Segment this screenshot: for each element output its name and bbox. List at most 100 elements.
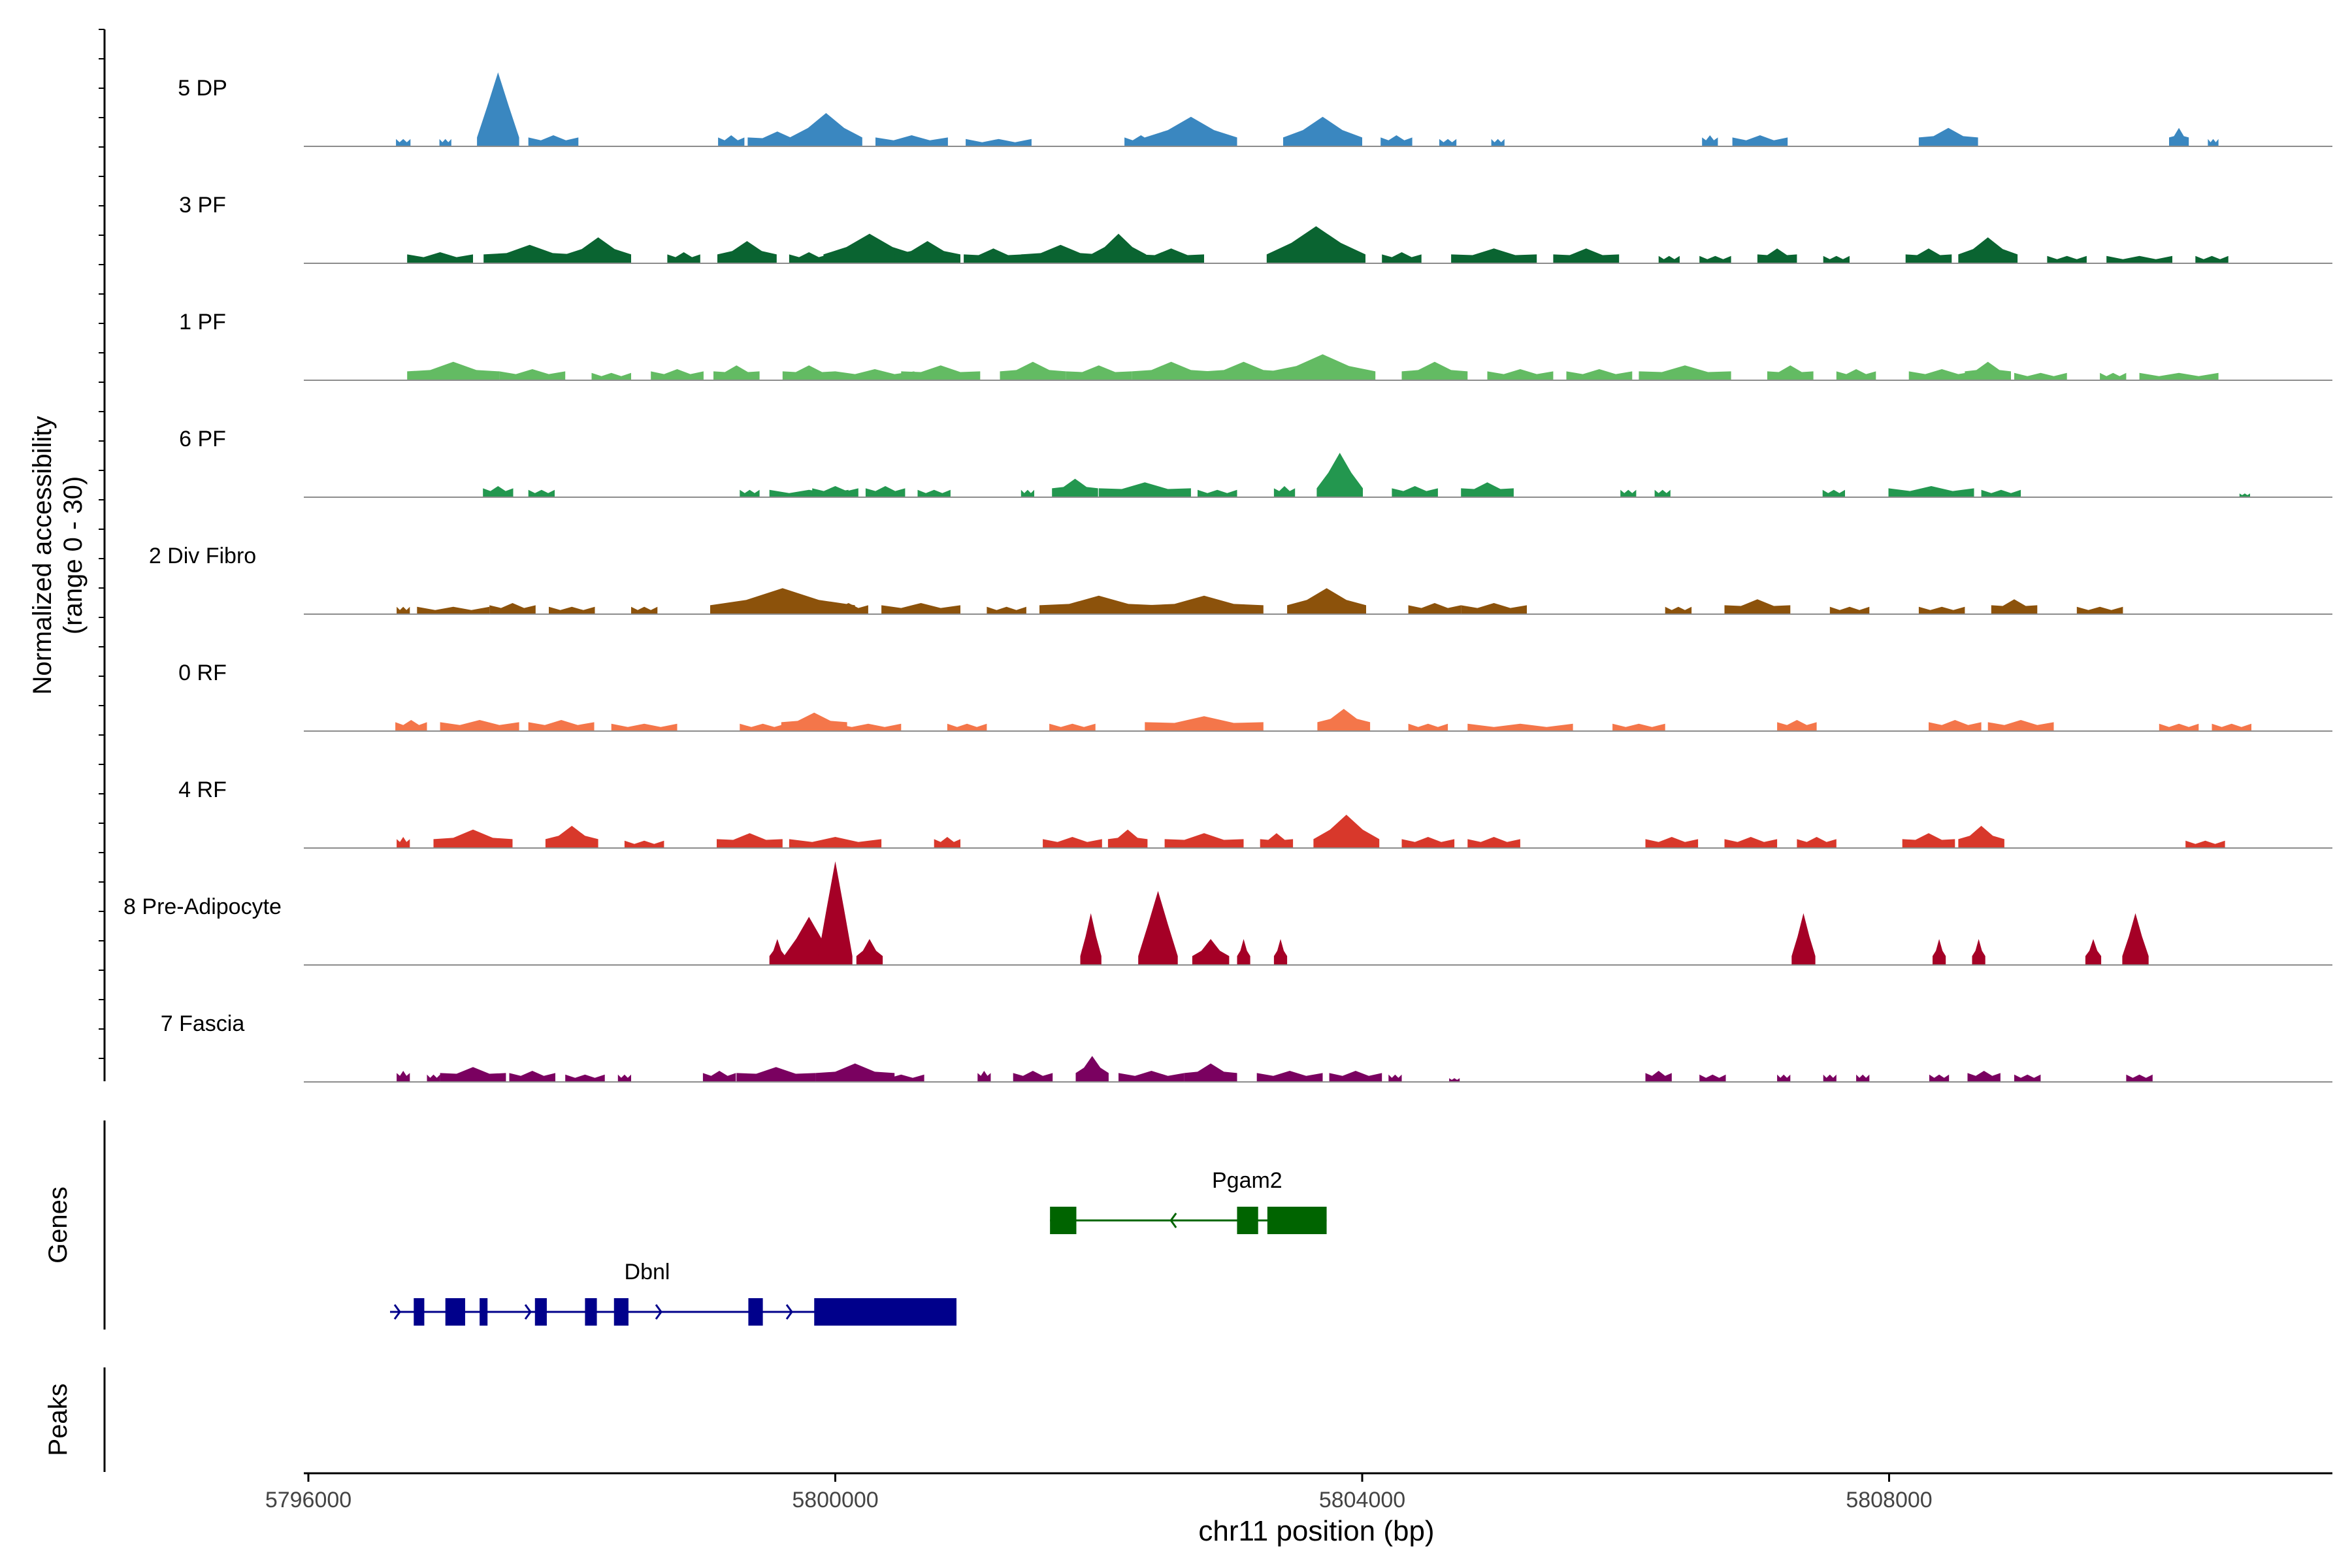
track-1-pf: 1 PF [179,310,2332,381]
coverage-peak [1145,716,1264,731]
coverage-peak [631,606,658,614]
peaks-panel: Peaks [44,1367,106,1472]
coverage-peak [2047,255,2087,263]
track-label: 5 DP [178,76,227,101]
coverage-peak [1145,116,1237,146]
genes-panel-label: Genes [44,1186,73,1264]
coverage-peak [1138,248,1204,263]
coverage-tracks: 5 DP 3 PF 1 PF 6 PF 2 Div Fibro 0 RF 4 RF 8 Pre… [123,72,2332,1083]
coverage-peak [740,723,786,731]
coverage-peak [483,486,514,497]
coverage-peak [878,1074,924,1082]
coverage-peak [818,861,853,965]
coverage-peak [718,135,745,146]
coverage-peak [1777,720,1817,731]
coverage-peak [1287,588,1366,614]
coverage-peak [2100,372,2127,380]
coverage-peak [1929,720,1982,731]
track-3-pf: 3 PF [179,193,2332,264]
coverage-peak [417,606,490,614]
x-tick-label: 5800000 [792,1488,878,1512]
coverage-peak [509,1071,555,1082]
coverage-peak [1836,369,1876,380]
coverage-peak [1075,1056,1109,1082]
coverage-peak [1256,1071,1323,1082]
coverage-peak [2076,606,2123,614]
coverage-peak [528,720,595,731]
strand-chevron [524,1304,532,1320]
coverage-peak [2126,1074,2153,1082]
x-tick-label: 5808000 [1846,1488,1932,1512]
track-label: 0 RF [178,661,227,685]
coverage-peak [1856,1074,1870,1082]
track-0-rf: 0 RF [178,661,2332,732]
coverage-peak [702,1071,736,1082]
coverage-peak [440,720,519,731]
gene-models: Pgam2 Dbnl [390,1168,1327,1326]
gene-label: Dbnl [625,1260,670,1284]
coverage-peak [2239,493,2250,497]
coverage-peak [1958,237,2018,263]
coverage-y-ticks [99,29,105,1059]
coverage-peak [1392,486,1438,497]
coverage-peak [1823,1074,1837,1082]
coverage-peak [1981,489,2021,497]
coverage-peak [828,603,868,614]
track-label: 7 Fascia [161,1011,245,1036]
coverage-peak [717,833,783,848]
gene-exon [814,1298,956,1326]
coverage-peak [1273,939,1288,965]
coverage-peak [1052,478,1098,497]
coverage-peak [427,1074,440,1082]
coverage-peak [1317,709,1371,731]
coverage-peak [1021,244,1100,263]
y-axis-label-line2: (range 0 - 30) [59,476,88,634]
strand-chevron [1169,1213,1177,1228]
coverage-peak [1408,603,1462,614]
coverage-peak [934,837,960,848]
coverage-peak [1965,361,2011,380]
coverage-peak [1449,1078,1460,1082]
coverage-peak [865,486,906,497]
coverage-peak [2106,255,2172,263]
gene-exon [748,1298,763,1326]
coverage-peak [789,837,882,848]
coverage-peak [1461,482,1514,497]
x-tick-label: 5796000 [265,1488,351,1512]
coverage-peak [407,361,500,380]
coverage-peak [1724,599,1791,614]
coverage-peak [395,720,427,731]
coverage-peak [1408,723,1448,731]
coverage-peak [1767,365,1814,380]
coverage-peak [1658,255,1680,263]
coverage-peak [1702,135,1718,146]
coverage-peak [947,723,987,731]
coverage-peak [1823,255,1850,263]
coverage-peak [1316,453,1363,497]
coverage-peak [489,603,536,614]
gene-exon [534,1298,547,1326]
peaks-panel-label: Peaks [44,1383,73,1456]
coverage-peak [528,489,555,497]
coverage-peak [1645,1071,1672,1082]
coverage-peak [1645,837,1699,848]
coverage-peak [528,135,579,146]
coverage-peak [1401,361,1468,380]
coverage-peak [611,723,678,731]
coverage-peak [713,365,760,380]
coverage-peak [987,606,1026,614]
coverage-peak [789,252,829,263]
coverage-peak [545,826,598,848]
coverage-peak [1918,127,1978,146]
coverage-peak [769,939,785,965]
coverage-peak [835,723,902,731]
coverage-peak [856,939,883,965]
coverage-peak [2085,939,2102,965]
coverage-peak [1654,489,1671,497]
coverage-peak [815,1063,895,1082]
coverage-peak [1313,815,1380,848]
coverage-peak [2139,372,2219,380]
coverage-peak [1132,361,1211,380]
track-8-pre-adipocyte: 8 Pre-Adipocyte [123,861,2332,966]
coverage-peak [1138,890,1178,965]
